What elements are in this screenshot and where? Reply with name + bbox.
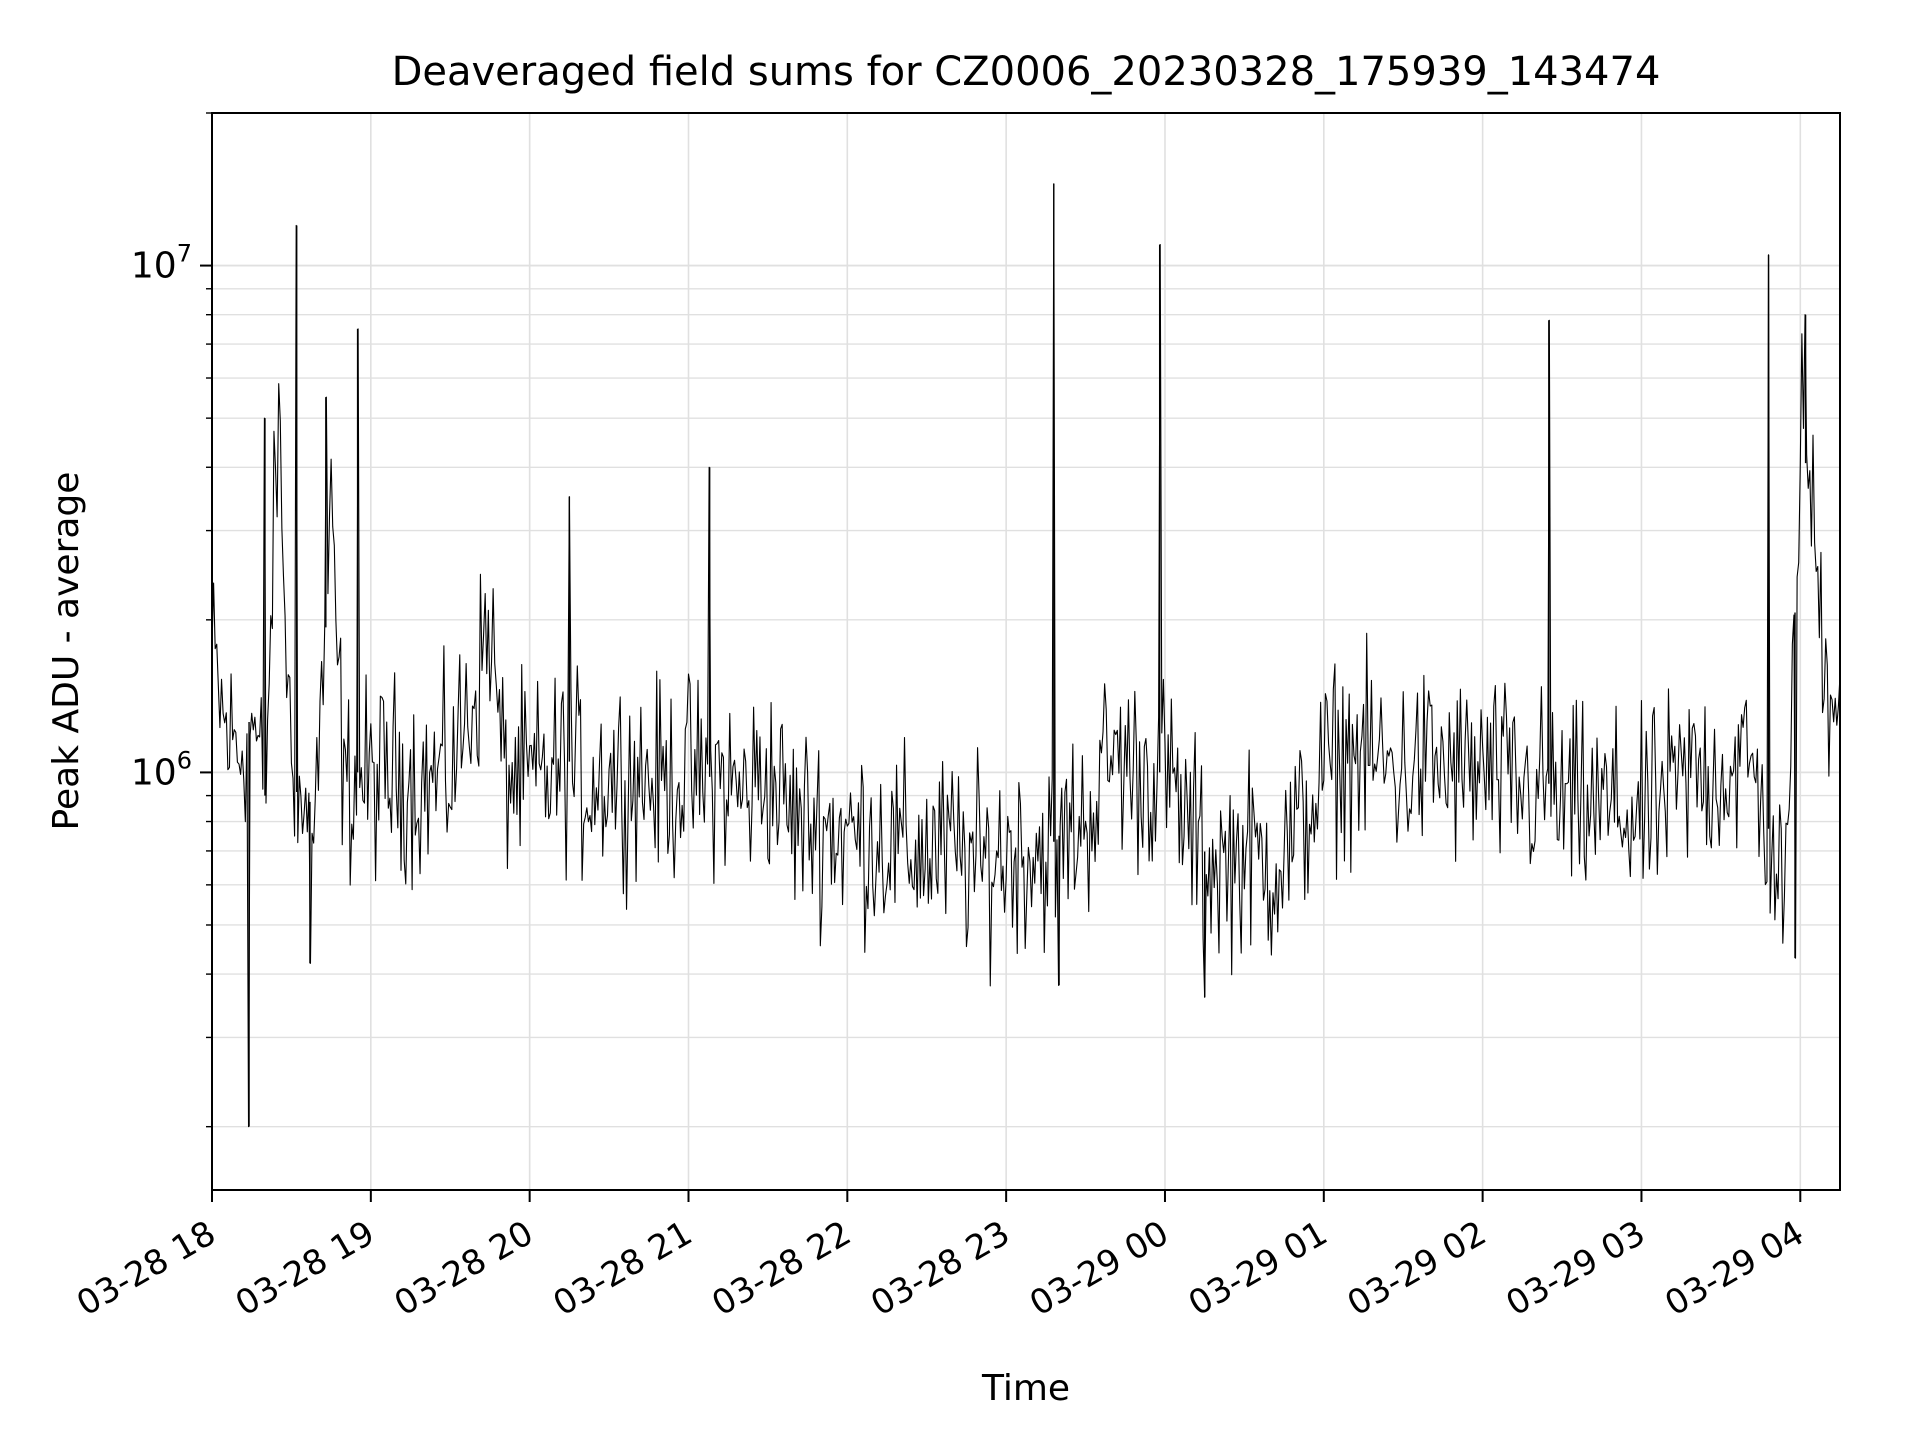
y-axis-ticks: 106 107	[131, 112, 212, 1128]
y-axis-label: Peak ADU - average	[46, 472, 87, 831]
series-line	[211, 183, 1841, 1128]
plot-area-frame	[211, 112, 1841, 1191]
y-tick-label: 106	[131, 746, 192, 793]
y-tick-label: 107	[131, 240, 192, 287]
x-axis-label: Time	[981, 1368, 1070, 1409]
chart-title: Deaveraged field sums for CZ0006_2023032…	[392, 49, 1661, 95]
series-line-group	[211, 183, 1841, 1128]
